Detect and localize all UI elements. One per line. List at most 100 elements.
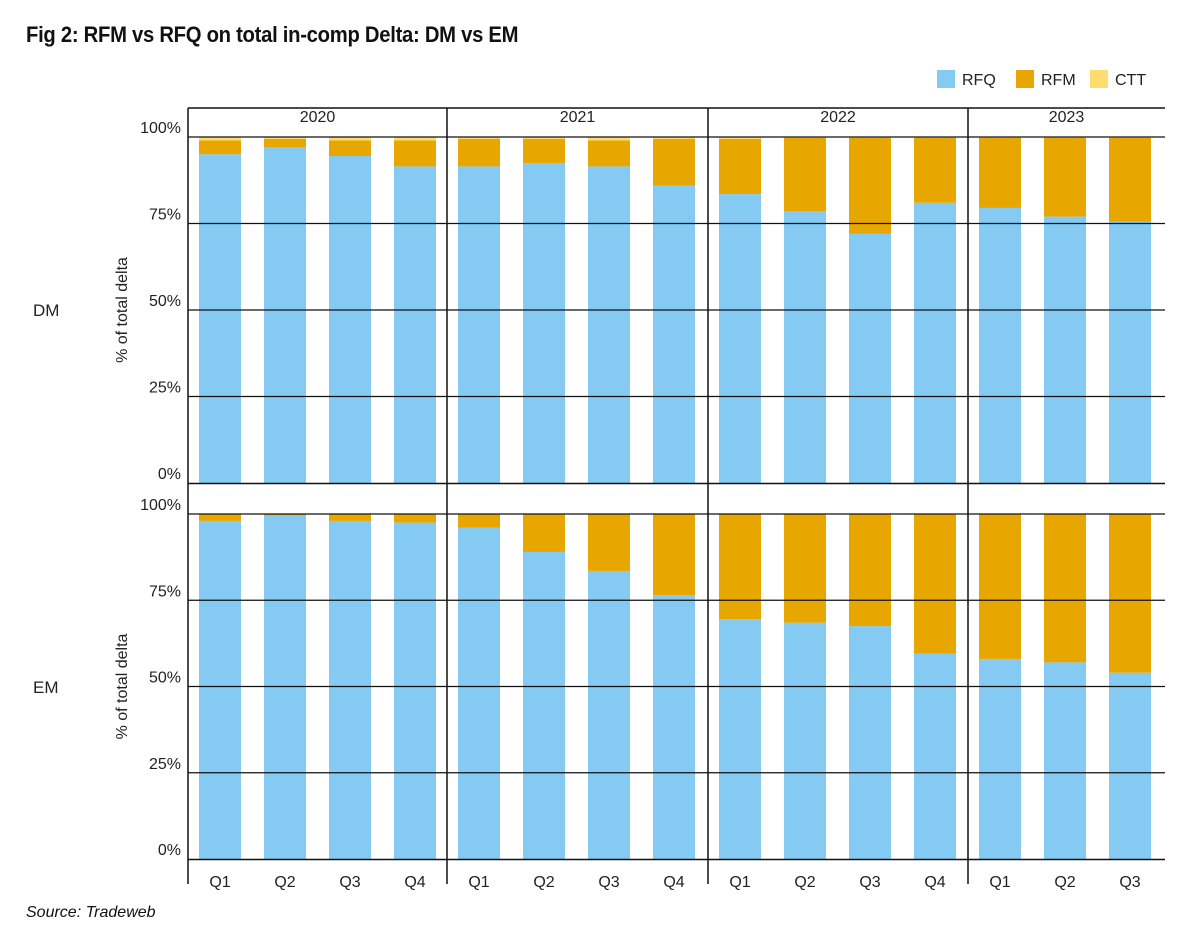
y-tick-em-50: 50%: [149, 670, 181, 687]
bar-dm-rfq-15: [1109, 221, 1151, 483]
bar-dm-rfm-15: [1109, 137, 1151, 222]
bar-dm-rfq-10: [784, 211, 826, 483]
legend-swatch-rfm: [1016, 70, 1034, 88]
bar-dm-rfq-7: [588, 166, 630, 483]
x-tick-14: Q2: [1054, 874, 1075, 891]
bar-em-rfm-12: [914, 514, 956, 654]
bar-em-rfq-10: [784, 622, 826, 859]
bar-dm-rfm-7: [588, 140, 630, 167]
bar-dm-rfm-5: [458, 138, 500, 167]
x-tick-4: Q4: [404, 874, 425, 891]
chart-title: Fig 2: RFM vs RFQ on total in-comp Delta…: [26, 22, 519, 47]
x-tick-10: Q2: [794, 874, 815, 891]
bar-em-rfm-8: [653, 514, 695, 596]
bar-em-rfm-2: [264, 514, 306, 516]
year-label-2021: 2021: [560, 109, 596, 126]
bar-em-rfm-3: [329, 514, 371, 521]
bar-em-rfq-14: [1044, 662, 1086, 859]
bar-em-rfq-7: [588, 570, 630, 859]
bar-em-rfm-9: [719, 514, 761, 620]
bar-em-rfq-9: [719, 619, 761, 859]
year-label-2020: 2020: [300, 109, 336, 126]
bar-dm-rfm-6: [523, 138, 565, 163]
x-tick-8: Q4: [663, 874, 684, 891]
bar-em-rfm-5: [458, 514, 500, 528]
legend-label-rfm: RFM: [1041, 72, 1076, 89]
bar-em-rfm-4: [394, 514, 436, 523]
bar-dm-rfq-1: [199, 154, 241, 484]
bar-em-rfq-15: [1109, 672, 1151, 859]
bar-em-rfm-10: [784, 514, 826, 623]
bar-em-rfm-15: [1109, 514, 1151, 673]
bar-dm-rfm-11: [849, 137, 891, 234]
bar-dm-rfq-6: [523, 162, 565, 483]
x-tick-15: Q3: [1119, 874, 1140, 891]
bar-dm-ctt-2: [264, 137, 306, 139]
bar-em-rfm-1: [199, 514, 241, 521]
legend-swatch-ctt: [1090, 70, 1108, 88]
bar-dm-ctt-8: [653, 137, 695, 139]
x-tick-2: Q2: [274, 874, 295, 891]
bar-dm-rfm-14: [1044, 137, 1086, 217]
panel-label-dm: DM: [33, 301, 59, 320]
bar-dm-rfq-9: [719, 194, 761, 483]
year-label-2023: 2023: [1049, 109, 1085, 126]
bar-dm-ctt-3: [329, 137, 371, 141]
legend-label-ctt: CTT: [1115, 72, 1146, 89]
panel-label-em: EM: [33, 678, 59, 697]
bar-dm-ctt-7: [588, 137, 630, 141]
bar-em-rfm-7: [588, 514, 630, 571]
y-axis-label-dm: % of total delta: [114, 257, 131, 363]
x-tick-3: Q3: [339, 874, 360, 891]
x-tick-11: Q3: [859, 874, 880, 891]
y-tick-dm-25: 25%: [149, 380, 181, 397]
y-tick-dm-50: 50%: [149, 293, 181, 310]
bar-dm-rfm-4: [394, 140, 436, 167]
bar-dm-rfm-9: [719, 138, 761, 195]
bar-dm-rfq-14: [1044, 216, 1086, 483]
year-label-2022: 2022: [820, 109, 856, 126]
bar-dm-rfm-8: [653, 138, 695, 186]
x-tick-9: Q1: [729, 874, 750, 891]
bar-dm-rfq-11: [849, 233, 891, 483]
x-tick-5: Q1: [468, 874, 489, 891]
bar-em-rfq-5: [458, 527, 500, 859]
x-tick-1: Q1: [209, 874, 230, 891]
y-axis-label-em: % of total delta: [114, 633, 131, 739]
bar-dm-rfq-8: [653, 185, 695, 483]
bar-dm-rfq-3: [329, 156, 371, 483]
bar-dm-ctt-1: [199, 137, 241, 141]
y-tick-dm-75: 75%: [149, 207, 181, 224]
bar-em-rfq-13: [979, 658, 1021, 859]
bar-dm-ctt-4: [394, 137, 436, 141]
bar-em-rfm-13: [979, 514, 1021, 659]
bar-dm-ctt-6: [523, 137, 565, 139]
legend-label-rfq: RFQ: [962, 72, 996, 89]
x-tick-6: Q2: [533, 874, 554, 891]
bar-dm-rfm-3: [329, 140, 371, 157]
bar-dm-rfq-2: [264, 147, 306, 483]
bar-em-rfq-8: [653, 595, 695, 859]
bar-dm-rfq-5: [458, 166, 500, 483]
y-tick-dm-0: 0%: [158, 466, 181, 483]
bar-dm-ctt-9: [719, 137, 761, 139]
x-tick-13: Q1: [989, 874, 1010, 891]
source-note: Source: Tradeweb: [26, 904, 156, 921]
bar-dm-rfm-12: [914, 137, 956, 203]
y-tick-em-100: 100%: [140, 497, 181, 514]
bar-dm-rfq-12: [914, 202, 956, 484]
bar-dm-rfm-10: [784, 137, 826, 212]
bar-em-rfm-6: [523, 514, 565, 552]
y-tick-em-25: 25%: [149, 756, 181, 773]
bar-dm-rfm-13: [979, 137, 1021, 208]
bar-em-rfq-1: [199, 520, 241, 859]
bar-em-rfq-12: [914, 653, 956, 859]
y-tick-em-0: 0%: [158, 842, 181, 859]
bar-em-rfq-2: [264, 515, 306, 859]
bar-em-rfq-4: [394, 522, 436, 859]
y-tick-dm-100: 100%: [140, 120, 181, 137]
bar-em-rfq-3: [329, 520, 371, 859]
bar-dm-ctt-5: [458, 137, 500, 139]
bar-em-rfq-11: [849, 626, 891, 859]
